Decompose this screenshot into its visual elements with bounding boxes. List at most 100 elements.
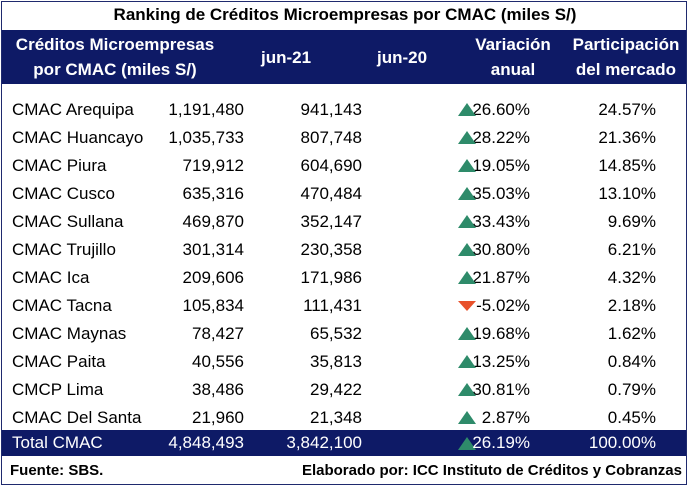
- trend-up-icon: [458, 131, 476, 144]
- table-row: CMAC Ica 209,606 171,986 21.87% 4.32%: [2, 264, 686, 292]
- trend-up-triangle: [458, 383, 476, 396]
- row-variation: 30.80%: [472, 240, 530, 259]
- row-jun21: 635,316: [182, 184, 244, 203]
- trend-up-icon: [458, 243, 476, 256]
- header-share: Participación del mercado: [566, 30, 686, 84]
- row-name: CMAC Trujillo: [12, 240, 116, 259]
- total-trend-up-icon: [453, 430, 481, 456]
- header-entity: Créditos Microempresas por CMAC (miles S…: [2, 30, 228, 84]
- row-variation: 21.87%: [472, 268, 530, 287]
- row-share: 4.32%: [607, 268, 656, 287]
- header-jun21-label: jun-21: [260, 47, 312, 67]
- trend-up-triangle: [458, 215, 476, 228]
- row-share: 0.84%: [607, 352, 656, 371]
- row-jun21: 1,191,480: [168, 100, 244, 119]
- row-name: CMAC Ica: [12, 268, 90, 287]
- row-jun21: 719,912: [182, 156, 244, 175]
- trend-up-triangle: [458, 437, 476, 450]
- row-variation: 2.87%: [481, 408, 530, 427]
- row-name: CMAC Maynas: [12, 324, 127, 343]
- row-variation: 26.60%: [472, 100, 530, 119]
- row-trend-up-icon: [453, 180, 481, 208]
- row-trend-up-icon: [453, 208, 481, 236]
- row-jun20: 470,484: [300, 184, 362, 203]
- row-share: 0.79%: [607, 380, 656, 399]
- total-row: Total CMAC 4,848,493 3,842,100 26.19% 10…: [2, 430, 686, 456]
- total-name: Total CMAC: [12, 433, 103, 452]
- trend-up-triangle: [458, 271, 476, 284]
- row-share: 2.18%: [607, 296, 656, 315]
- header-share-line2: del mercado: [575, 60, 677, 79]
- row-jun21: 78,427: [192, 324, 244, 343]
- row-name: CMAC Cusco: [12, 184, 115, 203]
- trend-up-icon: [458, 187, 476, 200]
- row-name: CMAC Tacna: [12, 296, 112, 315]
- row-jun20: 604,690: [300, 156, 362, 175]
- row-variation: 19.05%: [472, 156, 530, 175]
- row-jun21: 40,556: [192, 352, 244, 371]
- trend-up-triangle: [458, 327, 476, 340]
- credit-note: Elaborado por: ICC Instituto de Créditos…: [301, 462, 682, 479]
- row-share: 6.21%: [607, 240, 656, 259]
- row-share: 14.85%: [598, 156, 656, 175]
- row-jun21: 1,035,733: [168, 128, 244, 147]
- trend-up-icon: [458, 383, 476, 396]
- trend-up-icon: [458, 271, 476, 284]
- row-trend-up-icon: [453, 96, 481, 124]
- total-variation: 26.19%: [472, 433, 530, 452]
- trend-up-icon: [458, 327, 476, 340]
- row-variation: 28.22%: [472, 128, 530, 147]
- trend-up-icon: [458, 103, 476, 116]
- trend-down-icon: [458, 301, 476, 311]
- page-title: Ranking de Créditos Microempresas por CM…: [113, 5, 577, 24]
- row-name: CMAC Paita: [12, 352, 106, 371]
- trend-up-triangle: [458, 411, 476, 424]
- total-jun21: 4,848,493: [168, 433, 244, 452]
- row-trend-up-icon: [453, 348, 481, 376]
- header-variation-line1: Variación: [475, 35, 551, 54]
- row-share: 13.10%: [598, 184, 656, 203]
- header-jun20: jun-20: [344, 30, 460, 84]
- trend-up-icon: [458, 437, 476, 450]
- row-jun20: 171,986: [300, 268, 362, 287]
- table-row: CMAC Tacna 105,834 111,431 -5.02% 2.18%: [2, 292, 686, 320]
- trend-up-icon: [458, 411, 476, 424]
- header-entity-line1: Créditos Microempresas: [15, 35, 215, 54]
- trend-up-triangle: [458, 187, 476, 200]
- row-trend-up-icon: [453, 264, 481, 292]
- row-jun21: 209,606: [182, 268, 244, 287]
- row-trend-up-icon: [453, 320, 481, 348]
- row-variation: 13.25%: [472, 352, 530, 371]
- row-jun20: 352,147: [300, 212, 362, 231]
- header-jun20-label: jun-20: [376, 47, 428, 67]
- row-trend-up-icon: [453, 404, 481, 432]
- row-name: CMAC Arequipa: [12, 100, 134, 119]
- header-entity-line2: por CMAC (miles S/): [33, 60, 197, 79]
- table-row: CMAC Maynas 78,427 65,532 19.68% 1.62%: [2, 320, 686, 348]
- row-jun20: 29,422: [310, 380, 362, 399]
- row-share: 1.62%: [607, 324, 656, 343]
- total-share: 100.00%: [588, 433, 656, 452]
- row-jun20: 941,143: [300, 100, 362, 119]
- source-note: Fuente: SBS.: [10, 462, 104, 479]
- table-row: CMAC Huancayo 1,035,733 807,748 28.22% 21.36…: [2, 124, 686, 152]
- table-row: CMAC Arequipa 1,191,480 941,143 26.60% 24.57…: [2, 96, 686, 124]
- row-variation: 30.81%: [472, 380, 530, 399]
- row-share: 0.45%: [607, 408, 656, 427]
- row-trend-up-icon: [453, 124, 481, 152]
- row-share: 24.57%: [598, 100, 656, 119]
- table-row: CMAC Del Santa 21,960 21,348 2.87% 0.45%: [2, 404, 686, 432]
- header-variation: Variación anual: [460, 30, 566, 84]
- row-jun20: 35,813: [310, 352, 362, 371]
- row-jun20: 21,348: [310, 408, 362, 427]
- trend-down-triangle: [458, 301, 476, 311]
- header-variation-line2: anual: [490, 60, 536, 79]
- trend-up-triangle: [458, 243, 476, 256]
- table-row: CMAC Piura 719,912 604,690 19.05% 14.85%: [2, 152, 686, 180]
- row-name: CMAC Sullana: [12, 212, 124, 231]
- row-trend-up-icon: [453, 152, 481, 180]
- trend-up-triangle: [458, 131, 476, 144]
- header-share-line1: Participación: [572, 35, 680, 54]
- table-body: CMAC Arequipa 1,191,480 941,143 26.60% 24.57…: [2, 96, 686, 432]
